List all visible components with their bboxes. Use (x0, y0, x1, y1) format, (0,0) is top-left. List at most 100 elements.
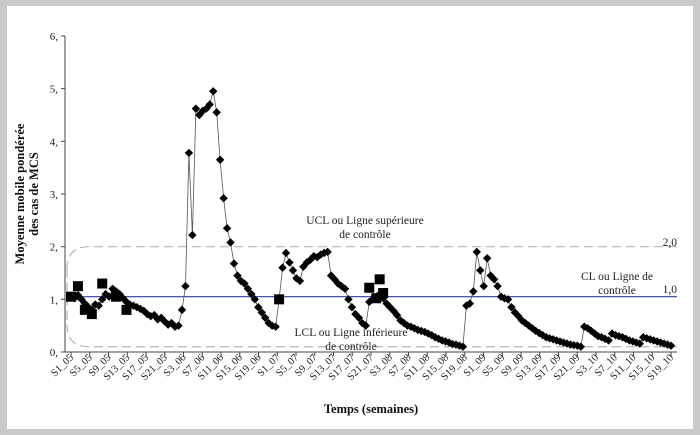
data-point-square (86, 309, 97, 320)
x-axis-title: Temps (semaines) (324, 402, 418, 416)
data-point (229, 259, 239, 268)
data-series (66, 87, 676, 351)
data-point-square (111, 291, 122, 302)
data-point (521, 318, 530, 328)
data-point-square (66, 291, 76, 302)
data-point (666, 341, 676, 350)
data-point (257, 308, 266, 317)
data-point (344, 295, 353, 304)
cl-value-label: 1,0 (663, 284, 678, 296)
axes (64, 36, 677, 353)
y-tick-label: 0, (50, 347, 59, 359)
data-point (340, 284, 350, 293)
data-point (479, 281, 488, 291)
data-point (247, 289, 256, 299)
ucl-annotation-line2: de contrôle (339, 229, 390, 241)
data-point (167, 318, 176, 328)
data-point (250, 295, 260, 304)
data-point (607, 329, 617, 338)
data-point (476, 266, 485, 275)
ucl-line (66, 246, 677, 269)
data-point (226, 238, 235, 247)
data-point (233, 271, 242, 280)
data-point-square (97, 278, 108, 289)
data-point (188, 230, 197, 240)
x-ticks: S1_05S5_05S9_05S13_05S17_05S21_05S3_06S7… (49, 352, 676, 383)
data-point-square (371, 293, 382, 304)
data-point (254, 303, 263, 312)
data-point (482, 254, 492, 263)
data-point (184, 148, 194, 158)
data-point (281, 248, 291, 258)
data-point (392, 310, 402, 320)
data-point-square (274, 294, 285, 305)
data-point (136, 304, 145, 314)
y-tick-label: 4, (50, 136, 59, 148)
lcl-line (66, 324, 677, 348)
data-point (590, 329, 599, 338)
data-point (205, 100, 214, 109)
ucl-value-label: 2,0 (663, 237, 678, 249)
data-point (639, 333, 648, 342)
data-point (240, 279, 249, 288)
data-point (295, 276, 305, 286)
cl-annotation-line1: CL ou Ligne de (581, 271, 653, 283)
data-point (576, 342, 586, 351)
data-point (243, 284, 253, 293)
data-point (94, 301, 103, 310)
data-point (614, 332, 624, 341)
data-point (552, 336, 561, 345)
axis-titles: Moyenne mobile pondérée des cas de MCS T… (13, 123, 418, 416)
data-point (618, 333, 627, 342)
data-point (465, 299, 475, 308)
data-point (271, 322, 280, 331)
data-point (562, 339, 572, 348)
data-point-square (72, 281, 83, 292)
data-point (503, 295, 513, 304)
data-point (604, 336, 613, 345)
data-point (285, 258, 294, 267)
y-tick-label: 3, (50, 189, 59, 201)
data-point (545, 334, 554, 343)
data-point (593, 332, 603, 341)
chart-panel: 0, 1, 2, 3, 4, 5, 6, S1_05 S5_05 S9_05 S13_05 S17_… (7, 6, 693, 429)
data-point (236, 276, 246, 286)
data-point (212, 108, 221, 117)
data-point-square (364, 282, 375, 293)
y-axis-title-line1: Moyenne mobile pondérée (13, 123, 27, 264)
y-tick-label: 5, (50, 84, 59, 96)
data-point (354, 313, 364, 322)
data-point (559, 338, 568, 347)
lcl-annotation-line1: LCL ou Ligne inférieure (295, 327, 408, 339)
data-point (309, 251, 318, 261)
data-point (181, 281, 190, 291)
data-point (222, 224, 232, 233)
data-point (195, 110, 204, 120)
data-point (215, 155, 225, 164)
data-point (645, 335, 655, 344)
data-point (361, 321, 370, 330)
data-point-square (121, 304, 132, 315)
lcl-annotation-line2: de contrôle (325, 341, 376, 353)
data-point-square (378, 288, 389, 299)
data-point (472, 247, 481, 257)
cl-annotation-line2: contrôle (598, 285, 636, 297)
data-point (493, 281, 502, 291)
y-ticks: 0, 1, 2, 3, 4, 5, 6, (50, 31, 65, 359)
data-point (191, 104, 201, 113)
data-point (621, 334, 631, 344)
data-point-square (374, 274, 385, 285)
data-point (583, 324, 592, 333)
data-point (177, 305, 187, 315)
data-point (261, 313, 270, 322)
data-point (208, 87, 218, 96)
y-axis-title-line2: des cas de MCS (27, 152, 41, 236)
control-chart: 0, 1, 2, 3, 4, 5, 6, S1_05S5_05S9_05S13_05S17_… (13, 31, 678, 416)
y-tick-label: 6, (50, 31, 59, 43)
ucl-annotation-line1: UCL ou Ligne supérieure (306, 215, 423, 227)
data-point (632, 338, 641, 347)
data-point (288, 266, 298, 275)
data-point (663, 340, 672, 349)
data-point (347, 303, 357, 312)
